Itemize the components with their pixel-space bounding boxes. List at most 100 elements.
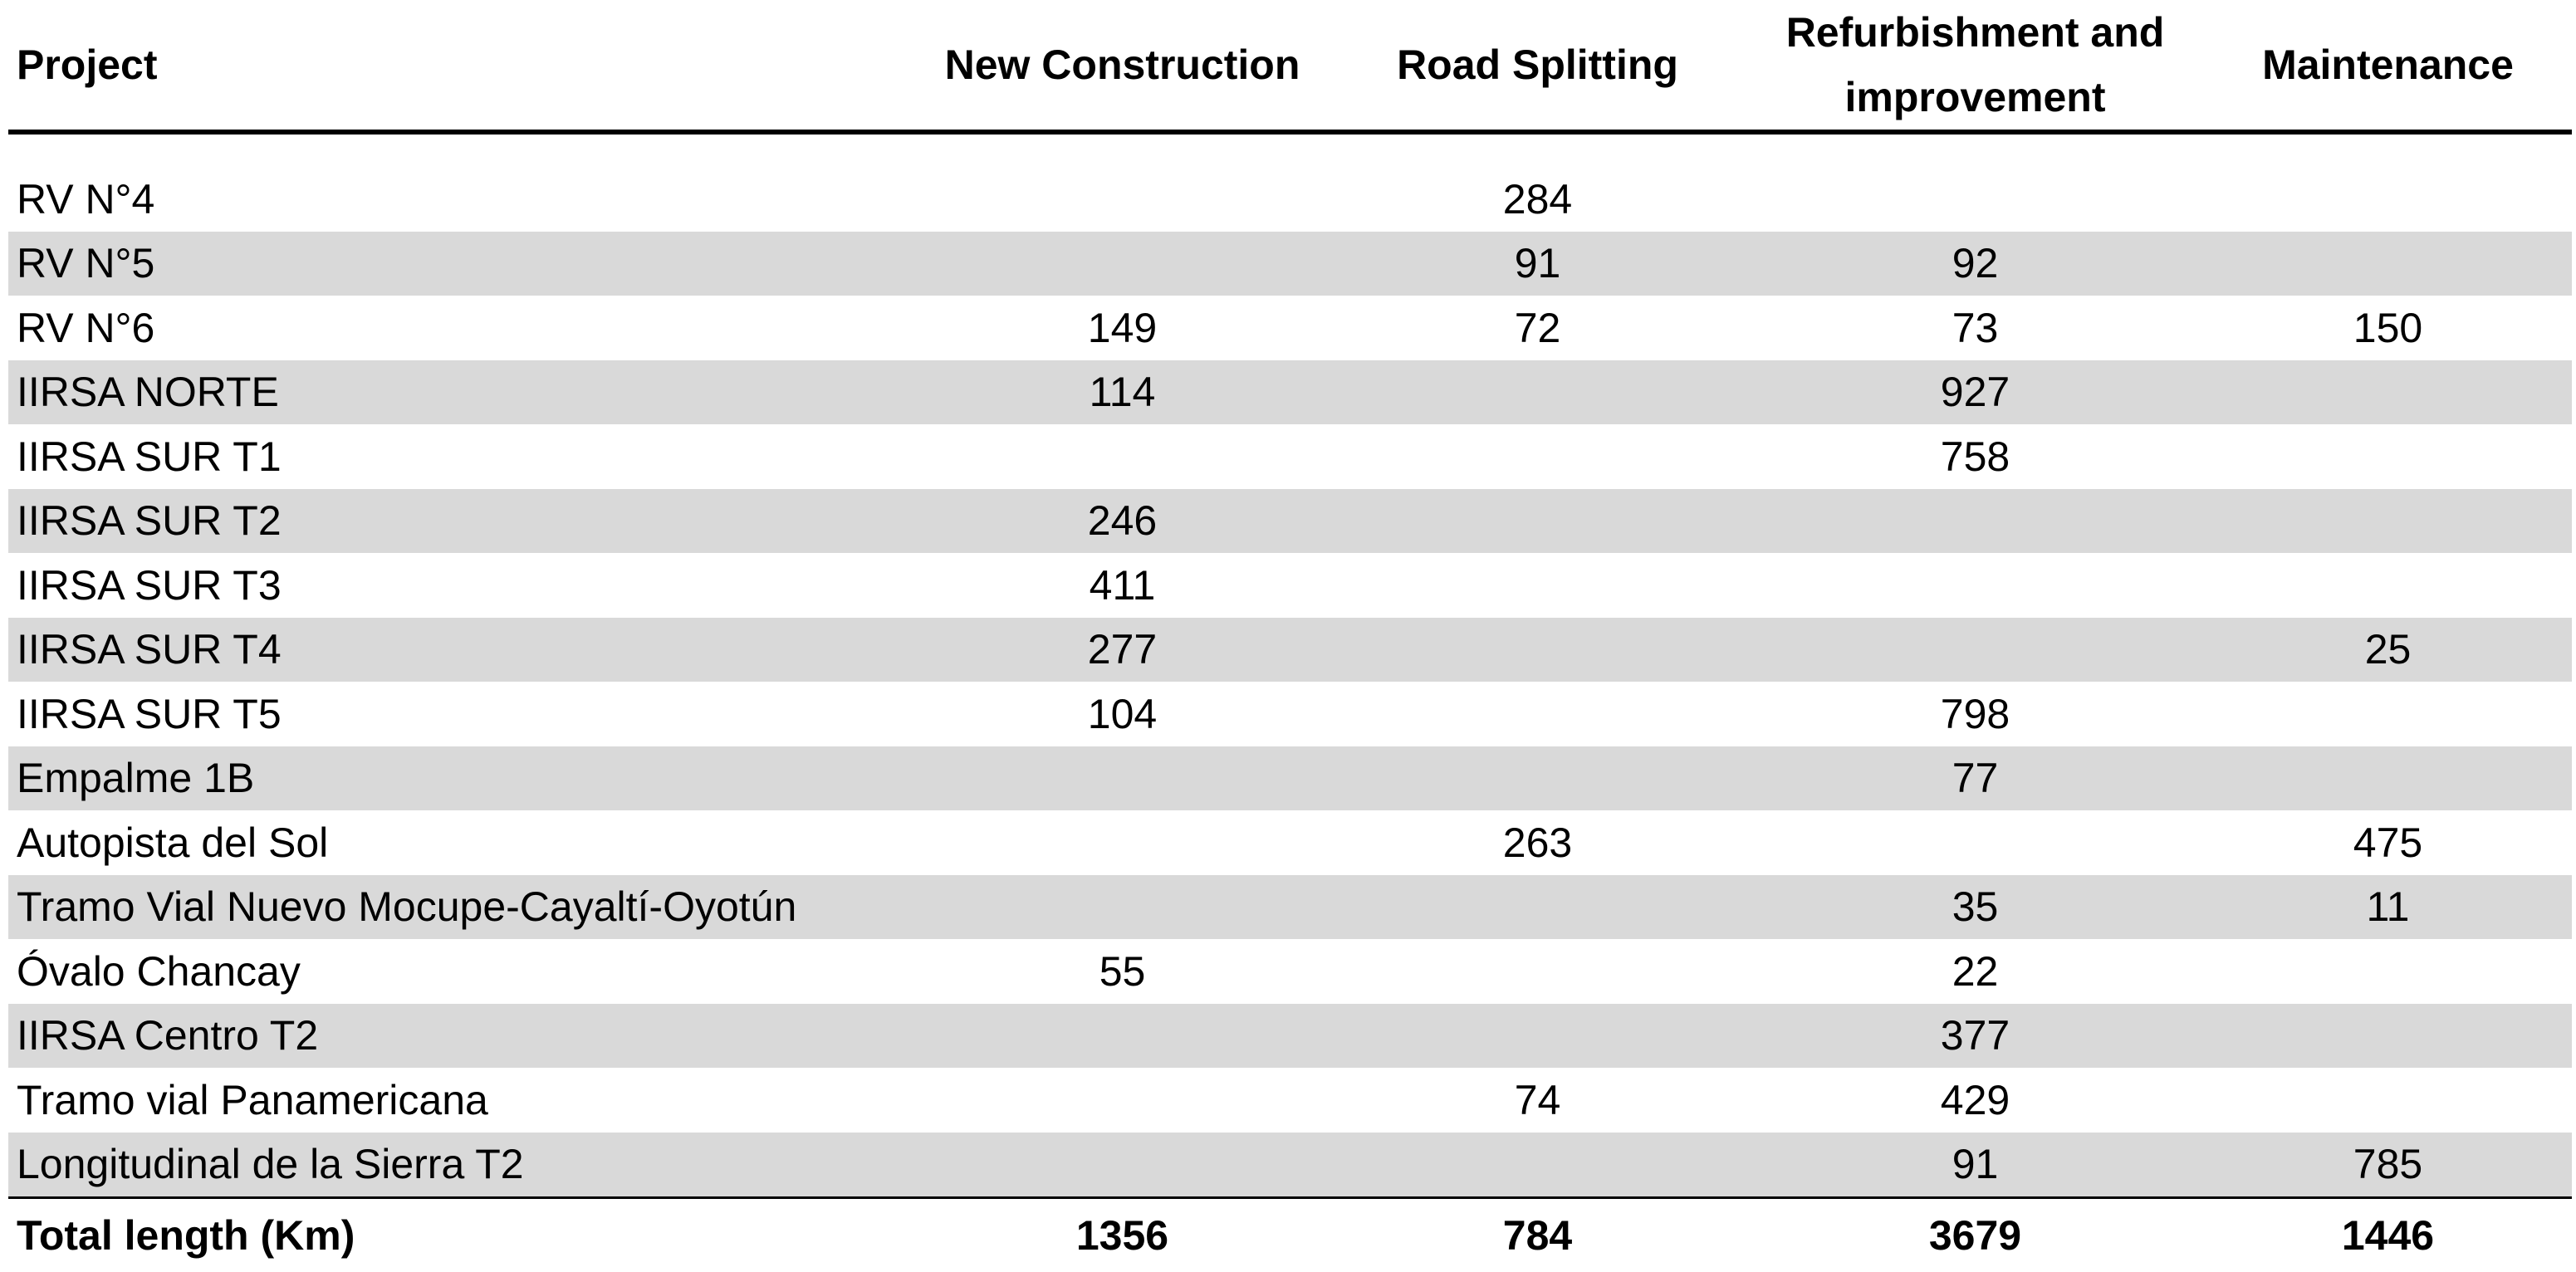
cell: [2204, 489, 2572, 554]
cell: 277: [916, 618, 1329, 682]
data-row: IIRSA SUR T1 758: [8, 424, 2572, 489]
cell: 784: [1329, 1199, 1746, 1272]
cell: Maintenance: [2204, 0, 2572, 130]
cell-text: 1446: [2341, 1212, 2435, 1259]
cell-text: IIRSA SUR T1: [17, 433, 282, 480]
cell-text: Road Splitting: [1397, 42, 1678, 88]
cell-text: 114: [1089, 369, 1156, 416]
cell-text: 246: [1087, 497, 1158, 545]
cell: [916, 875, 1329, 940]
cell: 35: [1746, 875, 2204, 940]
data-row: RV N°6 149 72 73 150: [8, 296, 2572, 360]
row-label: RV N°5: [8, 232, 916, 296]
cell: 11: [2204, 875, 2572, 940]
cell-text: 475: [2353, 819, 2423, 866]
cell: 429: [1746, 1068, 2204, 1133]
cell: [1329, 360, 1746, 425]
cell: 263: [1329, 810, 1746, 875]
row-label: Empalme 1B: [8, 746, 916, 811]
cell: [1746, 810, 2204, 875]
cell-text: 92: [1952, 240, 1999, 287]
cell: 284: [1329, 167, 1746, 232]
cell-text: Project: [17, 42, 158, 88]
cell-text: 377: [1940, 1012, 2010, 1059]
row-label: IIRSA SUR T1: [8, 424, 916, 489]
data-row: Tramo vial Panamericana 74 429: [8, 1068, 2572, 1133]
data-row: IIRSA SUR T2 246: [8, 488, 2572, 554]
cell: [2204, 360, 2572, 425]
data-row: IIRSA SUR T5 104 798: [8, 682, 2572, 746]
cell-text: Maintenance: [2262, 42, 2514, 88]
cell: 246: [916, 489, 1329, 554]
cell: [2204, 232, 2572, 296]
cell: 927: [1746, 360, 2204, 425]
cell-text: IIRSA SUR T2: [17, 497, 282, 545]
cell-text: 150: [2353, 304, 2423, 351]
cell: [916, 1133, 1329, 1197]
row-label: Tramo Vial Nuevo Mocupe-Cayaltí-Oyotún: [8, 875, 916, 940]
cell-text: Longitudinal de la Sierra T2: [17, 1141, 524, 1188]
cell-text: Total length (Km): [17, 1212, 355, 1259]
cell: [1329, 489, 1746, 554]
cell: [1329, 746, 1746, 811]
data-row: Autopista del Sol 263 475: [8, 810, 2572, 875]
cell: 785: [2204, 1133, 2572, 1197]
row-label: IIRSA NORTE: [8, 360, 916, 425]
cell: 25: [2204, 618, 2572, 682]
cell-text: IIRSA SUR T4: [17, 626, 282, 673]
cell-text: 1356: [1075, 1212, 1169, 1259]
cell: [916, 1004, 1329, 1069]
cell-text: 74: [1514, 1076, 1561, 1123]
cell: [2204, 746, 2572, 811]
data-row: Longitudinal de la Sierra T2 91 785: [8, 1132, 2572, 1197]
cell-text: 411: [1089, 561, 1156, 609]
row-label: IIRSA SUR T3: [8, 553, 916, 618]
cell: [916, 167, 1329, 232]
cell-text: 784: [1502, 1212, 1573, 1259]
cell-text: 25: [2364, 626, 2412, 673]
cell: 55: [916, 939, 1329, 1004]
cell: [916, 424, 1329, 489]
cell: [2204, 424, 2572, 489]
cell: 475: [2204, 810, 2572, 875]
data-row: IIRSA SUR T4 277 25: [8, 617, 2572, 682]
cell: 74: [1329, 1068, 1746, 1133]
cell: 114: [916, 360, 1329, 425]
row-label: RV N°4: [8, 167, 916, 232]
cell-text: 277: [1087, 626, 1158, 673]
cell-text: 73: [1952, 304, 1999, 351]
cell: 758: [1746, 424, 2204, 489]
data-row: IIRSA SUR T3 411: [8, 553, 2572, 618]
cell-text: RV N°4: [17, 175, 155, 223]
row-label: Tramo vial Panamericana: [8, 1068, 916, 1133]
cell: [2204, 682, 2572, 746]
cell: [916, 746, 1329, 811]
cell-text: 72: [1514, 304, 1561, 351]
cell: 411: [916, 553, 1329, 618]
header-row: Project New Construction Road Splitting Ref…: [8, 0, 2572, 130]
cell: 150: [2204, 296, 2572, 360]
cell: [916, 232, 1329, 296]
row-label: Autopista del Sol: [8, 810, 916, 875]
cell: 798: [1746, 682, 2204, 746]
row-label: Total length (Km): [8, 1199, 916, 1272]
cell: 1356: [916, 1199, 1329, 1272]
cell: 149: [916, 296, 1329, 360]
cell-text: 785: [2353, 1141, 2423, 1188]
cell-text: Tramo vial Panamericana: [17, 1076, 488, 1123]
cell-text: 3679: [1928, 1212, 2022, 1259]
cell: 1446: [2204, 1199, 2572, 1272]
cell-text: 77: [1952, 755, 1999, 802]
cell: [2204, 939, 2572, 1004]
cell: 91: [1329, 232, 1746, 296]
cell-text: 104: [1087, 690, 1158, 737]
cell-text: 149: [1087, 304, 1158, 351]
cell: 72: [1329, 296, 1746, 360]
cell: 3679: [1746, 1199, 2204, 1272]
cell-text: 284: [1502, 175, 1573, 223]
cell-text: 35: [1952, 883, 1999, 931]
cell: [1329, 1133, 1746, 1197]
row-label: Longitudinal de la Sierra T2: [8, 1133, 916, 1197]
cell: [2204, 1004, 2572, 1069]
